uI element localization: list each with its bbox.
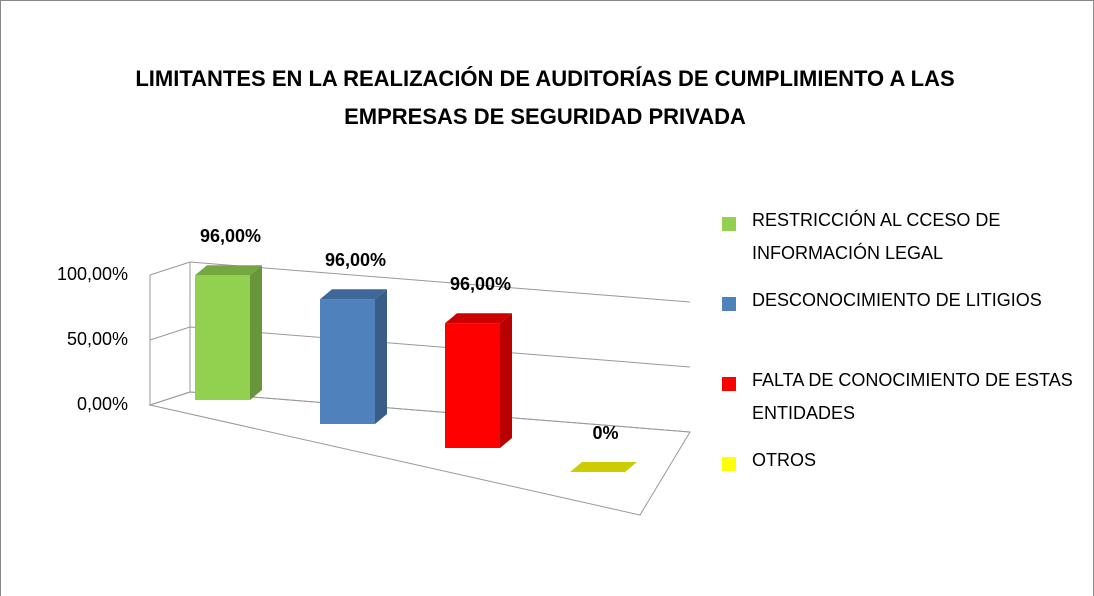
bar	[320, 299, 375, 424]
legend-label: RESTRICCIÓN AL CCESO DE INFORMACIÓN LEGA…	[752, 210, 1001, 263]
legend-swatch	[722, 457, 736, 471]
side-grid-line	[149, 391, 191, 406]
bar	[445, 323, 500, 448]
bar-side	[375, 289, 387, 424]
bar-top	[195, 265, 262, 276]
bar-side	[500, 313, 512, 448]
grid-line	[189, 391, 691, 433]
grid-line	[189, 326, 691, 368]
value-label: 0%	[592, 423, 618, 443]
legend-swatch	[722, 377, 736, 391]
value-label: 96,00%	[200, 226, 261, 246]
side-grid-line	[149, 326, 191, 341]
y-tick-label: 0,00%	[77, 394, 128, 414]
bar-top	[320, 289, 387, 300]
value-label: 96,00%	[325, 250, 386, 270]
chart-title: LIMITANTES EN LA REALIZACIÓN DE AUDITORÍ…	[135, 66, 955, 129]
bar	[195, 275, 250, 400]
legend-label: FALTA DE CONOCIMIENTO DE ESTAS ENTIDADES	[752, 370, 1073, 423]
grid-line	[189, 261, 691, 303]
legend-label: DESCONOCIMIENTO DE LITIGIOS	[752, 290, 1042, 310]
bar-side	[250, 265, 262, 400]
y-tick-label: 50,00%	[67, 329, 128, 349]
side-grid-line	[149, 261, 191, 276]
bar-top	[445, 313, 512, 324]
legend-swatch	[722, 217, 736, 231]
legend-swatch	[722, 297, 736, 311]
bar-top	[570, 462, 637, 472]
legend-label: OTROS	[752, 450, 817, 470]
y-tick-label: 100,00%	[57, 264, 128, 284]
value-label: 96,00%	[450, 274, 511, 294]
